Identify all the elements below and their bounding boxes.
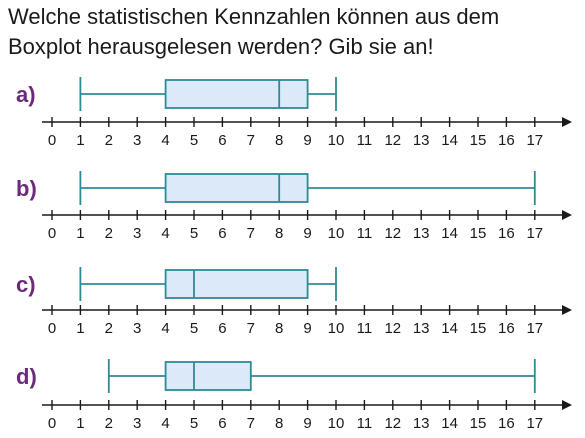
plot-1-tick-label-4: 4	[161, 132, 169, 149]
plot-2-tick-label-0: 0	[48, 225, 56, 242]
plot-1-tick-label-2: 2	[105, 132, 113, 149]
plot-4-box	[164, 361, 252, 391]
plot-2-tick-label-5: 5	[190, 225, 198, 242]
plot-4-tick-label-11: 11	[357, 415, 373, 432]
plot-4-tick-label-2: 2	[105, 415, 113, 432]
plot-3-tick-label-10: 10	[328, 320, 345, 337]
plot-1-tick-label-6: 6	[218, 132, 226, 149]
plot-2-tick-label-10: 10	[328, 225, 345, 242]
plot-2-tick-label-16: 16	[498, 225, 515, 242]
plot-4-tick-label-14: 14	[441, 415, 458, 432]
plot-2-label: b)	[16, 176, 37, 201]
plot-1-tick-label-15: 15	[470, 132, 487, 149]
plot-4-label: d)	[16, 364, 37, 389]
plot-3-tick-label-7: 7	[247, 320, 255, 337]
plot-3-tick-label-17: 17	[526, 320, 543, 337]
plot-4-tick-label-8: 8	[275, 415, 283, 432]
plot-4-tick-label-1: 1	[76, 415, 84, 432]
plot-1-tick-label-10: 10	[328, 132, 345, 149]
plot-4-tick-label-7: 7	[247, 415, 255, 432]
plot-1-tick-label-12: 12	[384, 132, 401, 149]
plot-2-tick-label-2: 2	[105, 225, 113, 242]
plot-3-tick-label-0: 0	[48, 320, 56, 337]
plot-2-tick-label-9: 9	[303, 225, 311, 242]
plot-1-tick-label-14: 14	[441, 132, 458, 149]
plot-1-tick-label-0: 0	[48, 132, 56, 149]
plot-2-tick-label-17: 17	[526, 225, 543, 242]
plot-3-tick-label-14: 14	[441, 320, 458, 337]
plot-3-tick-label-2: 2	[105, 320, 113, 337]
plot-3-tick-label-15: 15	[470, 320, 487, 337]
plot-3-box	[164, 269, 309, 299]
plot-1-tick-label-7: 7	[247, 132, 255, 149]
plot-3-tick-label-6: 6	[218, 320, 226, 337]
plot-4-tick-label-16: 16	[498, 415, 515, 432]
plot-3-tick-label-8: 8	[275, 320, 283, 337]
plot-2-tick-label-7: 7	[247, 225, 255, 242]
plot-2-box	[164, 173, 309, 203]
plot-2-tick-label-12: 12	[384, 225, 401, 242]
plot-3-tick-label-16: 16	[498, 320, 515, 337]
plot-3-tick-label-4: 4	[161, 320, 169, 337]
plot-3-tick-label-9: 9	[303, 320, 311, 337]
plot-1-label: a)	[16, 82, 36, 107]
question-line-1: Welche statistischen Kennzahlen können a…	[8, 4, 500, 29]
plot-2-tick-label-8: 8	[275, 225, 283, 242]
plot-1-tick-label-9: 9	[303, 132, 311, 149]
plot-4-tick-label-9: 9	[303, 415, 311, 432]
question-text: Welche statistischen Kennzahlen können a…	[8, 2, 578, 62]
plot-2-tick-label-11: 11	[357, 225, 373, 242]
plot-2-tick-label-14: 14	[441, 225, 458, 242]
plot-2-tick-label-13: 13	[413, 225, 430, 242]
plot-1-tick-label-11: 11	[357, 132, 373, 149]
plot-3-label: c)	[16, 272, 36, 297]
plot-4-tick-label-6: 6	[218, 415, 226, 432]
plot-1-tick-label-3: 3	[133, 132, 141, 149]
plot-1-tick-label-17: 17	[526, 132, 543, 149]
plot-2-tick-label-1: 1	[76, 225, 84, 242]
plot-2-axis-arrow	[562, 210, 572, 220]
plot-3-axis-arrow	[562, 305, 572, 315]
plot-3-tick-label-5: 5	[190, 320, 198, 337]
plot-4-tick-label-0: 0	[48, 415, 56, 432]
plot-4-tick-label-4: 4	[161, 415, 169, 432]
plot-1-box	[164, 79, 309, 109]
plot-4-tick-label-15: 15	[470, 415, 487, 432]
plot-4-tick-label-12: 12	[384, 415, 401, 432]
plot-3-tick-label-12: 12	[384, 320, 401, 337]
plot-4-tick-label-5: 5	[190, 415, 198, 432]
plot-4-axis-arrow	[562, 400, 572, 410]
plot-1-tick-label-1: 1	[76, 132, 84, 149]
plot-3-tick-label-1: 1	[76, 320, 84, 337]
plot-2-tick-label-3: 3	[133, 225, 141, 242]
plot-2-tick-label-6: 6	[218, 225, 226, 242]
plot-1-tick-label-5: 5	[190, 132, 198, 149]
plot-3-tick-label-3: 3	[133, 320, 141, 337]
plot-4-tick-label-17: 17	[526, 415, 543, 432]
plot-4-tick-label-13: 13	[413, 415, 430, 432]
plot-3-tick-label-13: 13	[413, 320, 430, 337]
plot-4-tick-label-3: 3	[133, 415, 141, 432]
plot-2-tick-label-15: 15	[470, 225, 487, 242]
plot-4-tick-label-10: 10	[328, 415, 345, 432]
plot-2-tick-label-4: 4	[161, 225, 169, 242]
question-line-2: Boxplot herausgelesen werden? Gib sie an…	[8, 34, 434, 59]
plot-1-tick-label-16: 16	[498, 132, 515, 149]
plot-1-tick-label-8: 8	[275, 132, 283, 149]
plot-1-tick-label-13: 13	[413, 132, 430, 149]
plot-3-tick-label-11: 11	[357, 320, 373, 337]
plot-1-axis-arrow	[562, 117, 572, 127]
